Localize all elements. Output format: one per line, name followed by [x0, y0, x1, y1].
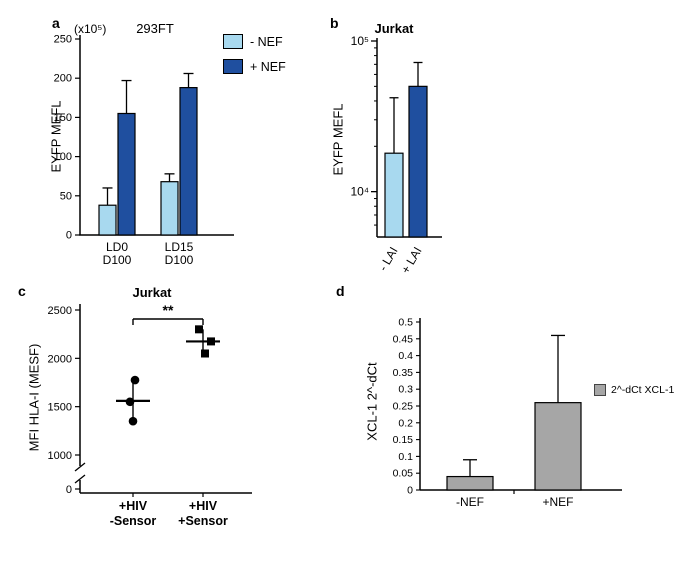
- bar: [98, 204, 117, 236]
- x-category-label: +HIV: [119, 499, 148, 513]
- panel-d-legend: 2^-dCt XCL-1: [594, 384, 674, 396]
- legend-swatch-xcl1: [594, 384, 606, 396]
- data-point-square: [201, 349, 209, 358]
- bar: [534, 402, 582, 491]
- x-category-label: LD15: [165, 240, 194, 254]
- legend-swatch-plus-nef: [223, 59, 243, 74]
- y-tick-label: 0.05: [393, 468, 414, 480]
- y-tick-label-zero: 0: [66, 484, 72, 496]
- x-category-label: +Sensor: [178, 514, 228, 528]
- y-tick-label: 2000: [48, 353, 72, 365]
- x-category-label: -Sensor: [110, 514, 157, 528]
- bar: [446, 475, 494, 491]
- x-category-label: + LAI: [398, 245, 424, 274]
- panel-c: c Jurkat MFI HLA-I (MESF) 1000 1500 2000 25…: [10, 278, 320, 561]
- y-tick-label: 0.3: [398, 384, 413, 396]
- panel-a-label: a: [52, 15, 60, 31]
- legend-row-plus-nef: + NEF: [223, 59, 286, 74]
- data-point-circle: [130, 375, 140, 385]
- y-tick-label: 1000: [48, 450, 72, 462]
- y-tick-label: 150: [54, 112, 72, 124]
- data-point-circle: [125, 397, 135, 407]
- y-tick-label: 0.1: [398, 451, 413, 463]
- panel-c-label: c: [18, 283, 26, 299]
- y-tick-label: 10⁵: [351, 34, 369, 48]
- panel-b-chart: 10⁴ 10⁵ - LAI+ LAI: [350, 34, 442, 274]
- y-tick-label: 0.4: [398, 350, 413, 362]
- panel-a-scale-note: (x10⁵): [74, 22, 107, 36]
- y-tick-label: 50: [60, 190, 72, 202]
- data-point-square: [195, 325, 203, 334]
- significance-stars: **: [163, 302, 174, 318]
- y-tick-label: 100: [54, 151, 72, 163]
- y-tick-label: 0: [66, 230, 72, 242]
- y-tick-label: 0.2: [398, 417, 413, 429]
- x-category-label: D100: [103, 253, 132, 267]
- y-tick-label: 0: [407, 485, 413, 497]
- panel-a-title: 293FT: [136, 21, 174, 36]
- bar: [160, 181, 179, 236]
- data-point-square: [207, 337, 215, 346]
- panel-b-label: b: [330, 15, 339, 31]
- panel-c-chart: 10001500200025000+HIV-Sensor+HIV+Sensor*…: [48, 302, 252, 528]
- panel-b-title: Jurkat: [374, 21, 414, 36]
- legend-row-minus-nef: - NEF: [223, 34, 286, 49]
- y-tick-label: 2500: [48, 305, 72, 317]
- panel-c-title: Jurkat: [132, 285, 172, 300]
- x-category-label: -NEF: [456, 495, 484, 509]
- bar: [408, 85, 428, 238]
- x-category-label: LD0: [106, 240, 128, 254]
- bar: [179, 87, 198, 236]
- panel-d-label: d: [336, 283, 345, 299]
- y-tick-label: 250: [54, 34, 72, 46]
- legend-label-xcl1: 2^-dCt XCL-1: [611, 384, 675, 396]
- y-tick-label: 0.5: [398, 317, 413, 329]
- axis-break-slash: [74, 474, 86, 484]
- y-tick-label: 10⁴: [350, 185, 369, 199]
- x-category-label: D100: [165, 253, 194, 267]
- panel-b: b Jurkat EYFP MEFL 10⁴ 10⁵ - LAI + LAI: [320, 5, 510, 273]
- axis-break-slash: [74, 462, 86, 472]
- x-category-label: - LAI: [376, 245, 401, 274]
- panel-d: d XCL-1 2^-dCt 2^-dCt XCL-1 0 0.05 0.1 0.15…: [330, 278, 700, 561]
- bar: [117, 112, 136, 236]
- legend-label-plus-nef: + NEF: [250, 59, 286, 74]
- legend-swatch-minus-nef: [223, 34, 243, 49]
- y-tick-label: 0.25: [393, 401, 414, 413]
- y-tick-label: 0.45: [393, 333, 414, 345]
- x-category-label: +NEF: [542, 495, 573, 509]
- data-point-circle: [128, 416, 138, 426]
- panel-a: a (x10⁵) 293FT EYFP MEFL - NEF + NEF 0 50…: [10, 5, 315, 273]
- x-category-label: +HIV: [189, 499, 218, 513]
- bar: [384, 152, 404, 238]
- y-tick-label: 1500: [48, 402, 72, 414]
- legend-label-minus-nef: - NEF: [250, 34, 283, 49]
- panel-d-chart: 0 0.05 0.1 0.15 0.2 0.25 0.3 0.35 0.4 0.45 0.5 -NEF…: [393, 317, 622, 509]
- y-tick-label: 0.15: [393, 434, 414, 446]
- y-tick-label: 200: [54, 73, 72, 85]
- y-tick-label: 0.35: [393, 367, 414, 379]
- panel-a-legend: - NEF + NEF: [223, 34, 286, 84]
